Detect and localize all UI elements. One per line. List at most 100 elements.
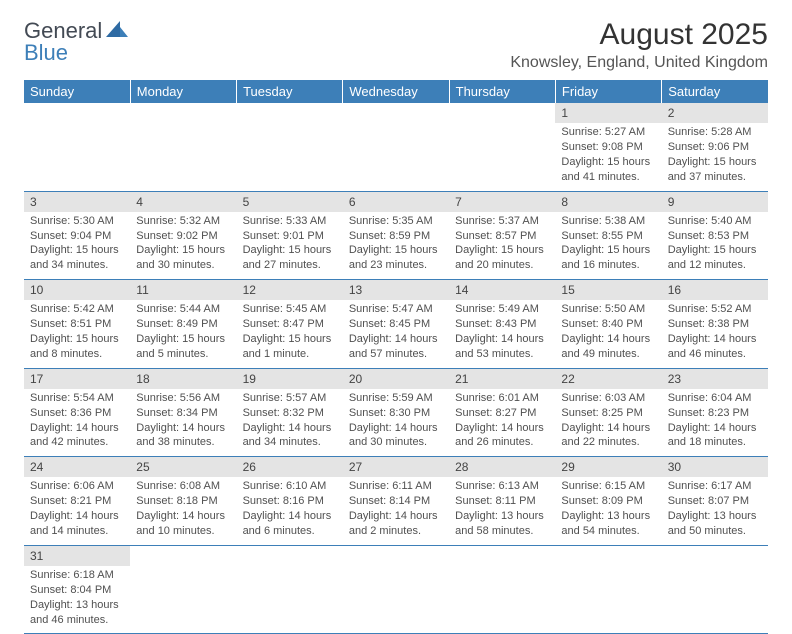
day-body: Sunrise: 6:15 AMSunset: 8:09 PMDaylight:… (555, 477, 661, 544)
daylight-text: Daylight: 14 hours and 26 minutes. (455, 421, 549, 451)
calendar-day: 18Sunrise: 5:56 AMSunset: 8:34 PMDayligh… (130, 368, 236, 457)
calendar-week: 1Sunrise: 5:27 AMSunset: 9:08 PMDaylight… (24, 103, 768, 191)
sunset-text: Sunset: 8:49 PM (136, 317, 230, 332)
day-number: 23 (662, 369, 768, 389)
sunset-text: Sunset: 8:21 PM (30, 494, 124, 509)
sunset-text: Sunset: 8:32 PM (243, 406, 337, 421)
weekday-header: Monday (130, 80, 236, 103)
daylight-text: Daylight: 14 hours and 49 minutes. (561, 332, 655, 362)
daylight-text: Daylight: 14 hours and 2 minutes. (349, 509, 443, 539)
daylight-text: Daylight: 14 hours and 6 minutes. (243, 509, 337, 539)
sail-icon (106, 21, 128, 39)
day-number: 26 (237, 457, 343, 477)
sunrise-text: Sunrise: 6:03 AM (561, 391, 655, 406)
sunset-text: Sunset: 8:45 PM (349, 317, 443, 332)
sunrise-text: Sunrise: 5:28 AM (668, 125, 762, 140)
daylight-text: Daylight: 15 hours and 5 minutes. (136, 332, 230, 362)
calendar-week: 10Sunrise: 5:42 AMSunset: 8:51 PMDayligh… (24, 280, 768, 369)
day-number: 20 (343, 369, 449, 389)
day-number: 19 (237, 369, 343, 389)
day-body: Sunrise: 6:17 AMSunset: 8:07 PMDaylight:… (662, 477, 768, 544)
calendar-day: 25Sunrise: 6:08 AMSunset: 8:18 PMDayligh… (130, 457, 236, 546)
day-body: Sunrise: 5:40 AMSunset: 8:53 PMDaylight:… (662, 212, 768, 279)
calendar-empty (449, 103, 555, 191)
day-number: 17 (24, 369, 130, 389)
daylight-text: Daylight: 14 hours and 22 minutes. (561, 421, 655, 451)
sunset-text: Sunset: 8:38 PM (668, 317, 762, 332)
day-number: 18 (130, 369, 236, 389)
daylight-text: Daylight: 14 hours and 38 minutes. (136, 421, 230, 451)
day-body: Sunrise: 5:59 AMSunset: 8:30 PMDaylight:… (343, 389, 449, 456)
daylight-text: Daylight: 14 hours and 53 minutes. (455, 332, 549, 362)
day-body: Sunrise: 5:35 AMSunset: 8:59 PMDaylight:… (343, 212, 449, 279)
sunrise-text: Sunrise: 6:10 AM (243, 479, 337, 494)
day-number: 3 (24, 192, 130, 212)
calendar-day: 3Sunrise: 5:30 AMSunset: 9:04 PMDaylight… (24, 191, 130, 280)
location-text: Knowsley, England, United Kingdom (510, 54, 768, 72)
day-body: Sunrise: 5:30 AMSunset: 9:04 PMDaylight:… (24, 212, 130, 279)
calendar-empty (555, 545, 661, 634)
sunrise-text: Sunrise: 6:08 AM (136, 479, 230, 494)
day-body: Sunrise: 5:33 AMSunset: 9:01 PMDaylight:… (237, 212, 343, 279)
day-number: 1 (555, 103, 661, 123)
sunrise-text: Sunrise: 5:37 AM (455, 214, 549, 229)
sunset-text: Sunset: 9:06 PM (668, 140, 762, 155)
sunrise-text: Sunrise: 5:45 AM (243, 302, 337, 317)
day-number: 11 (130, 280, 236, 300)
sunset-text: Sunset: 8:59 PM (349, 229, 443, 244)
calendar-day: 13Sunrise: 5:47 AMSunset: 8:45 PMDayligh… (343, 280, 449, 369)
day-number: 30 (662, 457, 768, 477)
weekday-header: Tuesday (237, 80, 343, 103)
calendar-empty (449, 545, 555, 634)
day-body: Sunrise: 6:08 AMSunset: 8:18 PMDaylight:… (130, 477, 236, 544)
month-title: August 2025 (510, 18, 768, 52)
daylight-text: Daylight: 13 hours and 54 minutes. (561, 509, 655, 539)
day-body: Sunrise: 5:32 AMSunset: 9:02 PMDaylight:… (130, 212, 236, 279)
calendar-empty (237, 545, 343, 634)
calendar-empty (130, 545, 236, 634)
day-body: Sunrise: 5:38 AMSunset: 8:55 PMDaylight:… (555, 212, 661, 279)
day-number: 29 (555, 457, 661, 477)
calendar-day: 26Sunrise: 6:10 AMSunset: 8:16 PMDayligh… (237, 457, 343, 546)
calendar-day: 19Sunrise: 5:57 AMSunset: 8:32 PMDayligh… (237, 368, 343, 457)
day-body: Sunrise: 5:52 AMSunset: 8:38 PMDaylight:… (662, 300, 768, 367)
daylight-text: Daylight: 14 hours and 57 minutes. (349, 332, 443, 362)
day-body: Sunrise: 6:18 AMSunset: 8:04 PMDaylight:… (24, 566, 130, 633)
sunrise-text: Sunrise: 6:13 AM (455, 479, 549, 494)
calendar-day: 17Sunrise: 5:54 AMSunset: 8:36 PMDayligh… (24, 368, 130, 457)
day-number: 12 (237, 280, 343, 300)
calendar-day: 10Sunrise: 5:42 AMSunset: 8:51 PMDayligh… (24, 280, 130, 369)
sunset-text: Sunset: 9:08 PM (561, 140, 655, 155)
day-number: 31 (24, 546, 130, 566)
day-number: 8 (555, 192, 661, 212)
daylight-text: Daylight: 15 hours and 1 minute. (243, 332, 337, 362)
calendar-day: 6Sunrise: 5:35 AMSunset: 8:59 PMDaylight… (343, 191, 449, 280)
daylight-text: Daylight: 15 hours and 12 minutes. (668, 243, 762, 273)
daylight-text: Daylight: 14 hours and 42 minutes. (30, 421, 124, 451)
sunset-text: Sunset: 8:47 PM (243, 317, 337, 332)
sunrise-text: Sunrise: 5:57 AM (243, 391, 337, 406)
calendar-table: SundayMondayTuesdayWednesdayThursdayFrid… (24, 80, 768, 634)
sunset-text: Sunset: 8:14 PM (349, 494, 443, 509)
calendar-week: 31Sunrise: 6:18 AMSunset: 8:04 PMDayligh… (24, 545, 768, 634)
daylight-text: Daylight: 13 hours and 50 minutes. (668, 509, 762, 539)
daylight-text: Daylight: 14 hours and 30 minutes. (349, 421, 443, 451)
daylight-text: Daylight: 14 hours and 18 minutes. (668, 421, 762, 451)
daylight-text: Daylight: 13 hours and 58 minutes. (455, 509, 549, 539)
sunrise-text: Sunrise: 5:30 AM (30, 214, 124, 229)
day-body: Sunrise: 5:50 AMSunset: 8:40 PMDaylight:… (555, 300, 661, 367)
daylight-text: Daylight: 15 hours and 20 minutes. (455, 243, 549, 273)
calendar-week: 3Sunrise: 5:30 AMSunset: 9:04 PMDaylight… (24, 191, 768, 280)
day-body: Sunrise: 6:10 AMSunset: 8:16 PMDaylight:… (237, 477, 343, 544)
sunset-text: Sunset: 9:01 PM (243, 229, 337, 244)
sunrise-text: Sunrise: 5:38 AM (561, 214, 655, 229)
daylight-text: Daylight: 13 hours and 46 minutes. (30, 598, 124, 628)
sunrise-text: Sunrise: 5:32 AM (136, 214, 230, 229)
calendar-week: 24Sunrise: 6:06 AMSunset: 8:21 PMDayligh… (24, 457, 768, 546)
calendar-day: 4Sunrise: 5:32 AMSunset: 9:02 PMDaylight… (130, 191, 236, 280)
sunrise-text: Sunrise: 5:33 AM (243, 214, 337, 229)
weekday-header: Friday (555, 80, 661, 103)
sunrise-text: Sunrise: 5:27 AM (561, 125, 655, 140)
header: General August 2025 Knowsley, England, U… (24, 18, 768, 72)
calendar-empty (343, 103, 449, 191)
